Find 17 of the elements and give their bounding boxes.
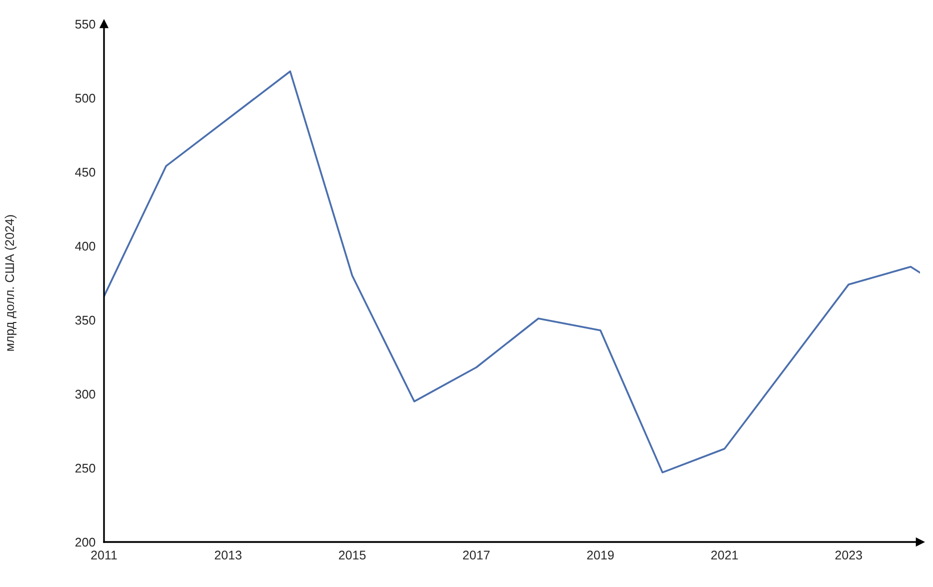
x-tick-label: 2011 — [91, 550, 117, 560]
x-tick-label: 2013 — [214, 550, 242, 560]
y-tick-label: 450 — [75, 168, 96, 177]
y-tick-label: 500 — [75, 94, 96, 103]
y-tick-label: 250 — [75, 464, 96, 473]
y-tick-label: 200 — [75, 538, 96, 547]
y-tick-label: 350 — [75, 316, 96, 325]
x-tick-label: 2021 — [711, 550, 738, 560]
y-tick-label: 400 — [75, 242, 96, 251]
y-tick-label: 550 — [75, 20, 96, 29]
y-tick-label: 300 — [75, 390, 96, 399]
x-tick-label: 2023 — [835, 550, 862, 560]
x-tick-label: 2017 — [463, 550, 490, 560]
line-series — [104, 70, 920, 474]
x-tick-label: 2019 — [587, 550, 614, 560]
y-axis-title: млрд долл. США (2024) — [4, 215, 16, 351]
x-tick-label: 2015 — [338, 550, 366, 560]
